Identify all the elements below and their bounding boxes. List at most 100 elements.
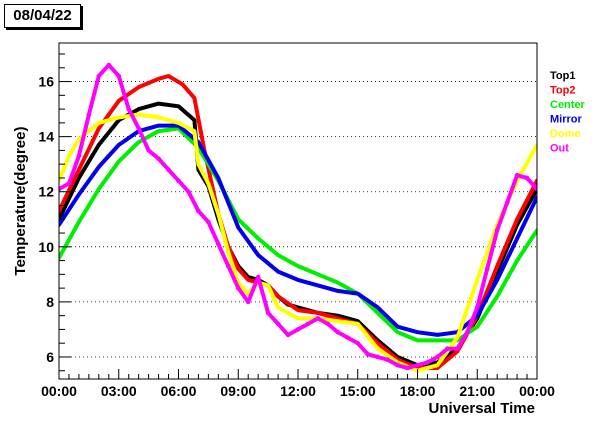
x-tick-label: 00:00 xyxy=(41,383,77,399)
series-center-point xyxy=(475,325,479,329)
series-dome-point xyxy=(475,278,479,282)
series-out-point xyxy=(166,167,171,172)
series-out-point xyxy=(534,186,537,192)
series-out-point xyxy=(235,285,241,291)
series-out-point xyxy=(265,310,271,316)
series-out-point xyxy=(425,360,430,365)
series-dome-point xyxy=(117,115,121,119)
series-top2-point xyxy=(97,126,101,130)
series-out-point xyxy=(116,73,122,79)
axis-layer: 6 8 10 12 14 16 00:00 03:00 06:00 09:00 12:00 15:00… xyxy=(38,53,555,399)
series-out-point xyxy=(196,208,201,214)
series-top2-point xyxy=(137,85,141,89)
series-center-point xyxy=(137,140,141,144)
series-dome-point xyxy=(176,121,181,125)
legend-item-center: Center xyxy=(550,99,586,111)
series-out-point xyxy=(504,200,510,206)
series-dome-point xyxy=(97,121,101,125)
series-out-point xyxy=(435,354,440,360)
series-top2-point xyxy=(180,82,185,86)
series-center-point xyxy=(276,253,280,257)
series-mirror-point xyxy=(495,278,499,282)
x-tick-label: 18:00 xyxy=(400,383,436,399)
series-out-line xyxy=(59,63,537,370)
series-out-point xyxy=(355,340,361,346)
series-out-point xyxy=(365,351,371,357)
series-top2-point xyxy=(246,278,250,282)
series-dome-point xyxy=(216,212,220,216)
series-top2-point xyxy=(166,74,171,78)
series-mirror-point xyxy=(77,192,81,197)
series-center-point xyxy=(336,281,340,285)
series-out-point xyxy=(206,219,211,225)
series-top2-point xyxy=(77,168,81,172)
x-tick-label: 03:00 xyxy=(101,383,137,399)
series-mirror-point xyxy=(356,292,360,296)
series-out-point xyxy=(335,329,341,335)
series-out-point xyxy=(445,346,450,352)
series-dome-point xyxy=(156,115,161,119)
series-dome-point xyxy=(356,322,360,326)
series-top2-point xyxy=(495,264,499,268)
series-out-point xyxy=(385,357,390,363)
x-tick-label: 21:00 xyxy=(459,383,495,399)
series-center-point xyxy=(256,236,260,241)
series-mirror-point xyxy=(435,333,440,337)
series-out-point xyxy=(474,305,480,310)
series-out-point xyxy=(514,172,520,178)
series-mirror-point xyxy=(156,124,161,128)
y-tick-label: 6 xyxy=(46,349,54,365)
y-tick-label: 10 xyxy=(38,239,54,255)
series-out-point xyxy=(375,354,380,360)
series-dome-point xyxy=(296,316,300,321)
legend-item-top1: Top1 xyxy=(550,70,575,82)
legend-item-mirror: Mirror xyxy=(550,114,583,126)
series-dome-point xyxy=(376,347,380,351)
series-mirror-point xyxy=(415,330,420,334)
series-out-point xyxy=(405,365,410,371)
legend-item-out: Out xyxy=(550,143,569,155)
series-top2-point xyxy=(276,294,280,298)
series-out-point xyxy=(126,106,132,112)
series-dome-point xyxy=(336,319,340,323)
x-tick-label: 12:00 xyxy=(280,383,316,399)
legend: Top1 Top2 Center Mirror Dome Out xyxy=(550,70,586,155)
series-out-point xyxy=(295,327,301,332)
series-dome-point xyxy=(246,292,250,296)
y-tick-label: 16 xyxy=(38,74,54,90)
series-out-point xyxy=(96,73,102,79)
series-top2-point xyxy=(296,308,300,312)
series-mirror-point xyxy=(395,325,400,329)
series-out-point xyxy=(156,156,161,161)
series-top2-point xyxy=(117,99,121,103)
series-out-point xyxy=(245,299,251,305)
series-center-point xyxy=(395,330,400,334)
series-out-point xyxy=(106,62,112,68)
y-axis-label: Temperature(degree) xyxy=(12,127,29,276)
series-dome-point xyxy=(455,336,459,340)
series-mirror-point xyxy=(236,225,240,230)
series-top2-point xyxy=(376,341,380,345)
x-tick-label: 09:00 xyxy=(220,383,256,399)
series-dome-point xyxy=(435,363,440,367)
series-dome-point xyxy=(77,137,81,141)
series-mirror-point xyxy=(117,143,121,147)
series-out-point xyxy=(345,335,351,340)
series-mirror-point xyxy=(256,253,260,257)
series-out-point xyxy=(315,316,321,321)
series-out-point xyxy=(59,186,62,192)
series-mirror-point xyxy=(515,236,519,241)
series-out-point xyxy=(305,321,311,327)
series-out-point xyxy=(395,362,400,368)
series-out-point xyxy=(255,274,261,280)
date-label: 08/04/22 xyxy=(4,4,81,28)
series-dome-point xyxy=(137,113,141,117)
series-top2-point xyxy=(316,311,320,315)
series-dome-point xyxy=(266,283,270,287)
series-top1-point xyxy=(156,101,161,106)
series-top1-point xyxy=(192,118,197,122)
series-top2-point xyxy=(236,267,240,271)
series-dome-point xyxy=(67,154,71,158)
series-mirror-point xyxy=(316,283,320,287)
